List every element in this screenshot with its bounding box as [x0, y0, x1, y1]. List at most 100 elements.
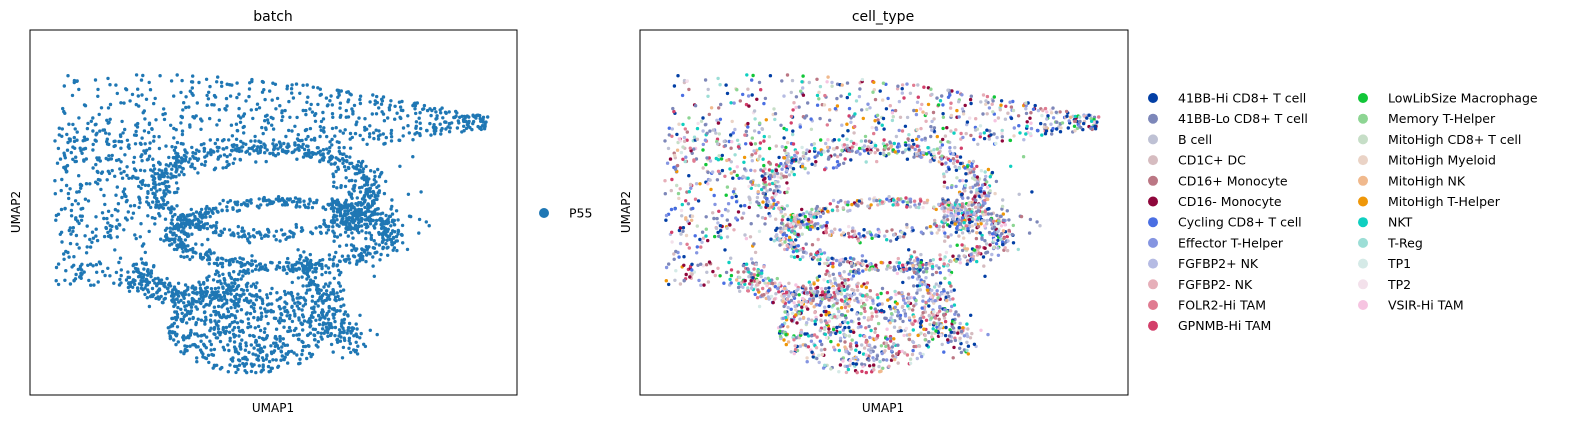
scatter-point [369, 236, 373, 240]
scatter-point [343, 259, 348, 263]
scatter-point [965, 120, 970, 124]
scatter-point [241, 257, 245, 261]
scatter-point [715, 118, 719, 123]
scatter-point [368, 222, 373, 226]
scatter-point [729, 146, 733, 150]
scatter-point [935, 134, 939, 139]
scatter-point [256, 145, 260, 149]
scatter-point [363, 128, 367, 132]
scatter-point [673, 153, 677, 158]
scatter-point [343, 184, 348, 189]
scatter-point [108, 274, 112, 278]
scatter-point [737, 176, 741, 180]
scatter-point [766, 172, 770, 176]
scatter-point [377, 189, 382, 193]
scatter-point [125, 138, 130, 142]
scatter-point [978, 132, 983, 136]
scatter-point [304, 112, 308, 117]
scatter-point [259, 203, 263, 207]
scatter-point [172, 294, 176, 298]
scatter-point [218, 202, 222, 206]
scatter-point [210, 297, 214, 301]
scatter-point [217, 118, 221, 123]
scatter-point [74, 272, 78, 277]
scatter-point [297, 333, 301, 337]
scatter-point [343, 230, 348, 234]
scatter-point [667, 262, 671, 266]
scatter-point [941, 225, 946, 229]
scatter-point [182, 172, 186, 177]
scatter-point [299, 255, 303, 259]
scatter-point [336, 200, 341, 204]
scatter-point [65, 148, 70, 152]
scatter-point [172, 247, 177, 252]
scatter-point [762, 134, 766, 139]
scatter-point [359, 164, 363, 168]
scatter-point [172, 207, 176, 211]
scatter-point [369, 219, 374, 223]
scatter-point [175, 243, 179, 248]
scatter-point [366, 251, 370, 255]
scatter-point [959, 131, 963, 136]
scatter-point [348, 146, 353, 150]
scatter-point [888, 140, 892, 144]
scatter-point [381, 245, 385, 250]
scatter-point [152, 167, 157, 171]
scatter-point [314, 226, 318, 230]
scatter-point [856, 239, 861, 243]
scatter-point [695, 126, 700, 131]
scatter-point [231, 161, 235, 165]
scatter-point [390, 242, 394, 247]
scatter-point [362, 211, 366, 216]
scatter-point [228, 94, 233, 98]
scatter-point [216, 304, 221, 309]
scatter-point [982, 131, 986, 135]
scatter-point [254, 298, 259, 302]
scatter-point [890, 118, 895, 123]
scatter-point [301, 83, 305, 88]
scatter-point [108, 229, 113, 233]
scatter-point [757, 183, 761, 188]
scatter-point [91, 166, 95, 170]
scatter-point [302, 147, 307, 152]
scatter-point [760, 187, 764, 192]
scatter-point [301, 284, 305, 288]
scatter-point [304, 271, 308, 275]
scatter-point [932, 222, 937, 226]
scatter-point [864, 160, 868, 164]
scatter-point [667, 133, 671, 137]
scatter-point [104, 226, 109, 231]
scatter-point [678, 241, 683, 246]
scatter-point [940, 162, 944, 166]
scatter-point [124, 200, 129, 204]
scatter-point [780, 79, 784, 83]
scatter-point [249, 305, 254, 309]
scatter-point [729, 256, 733, 260]
scatter-point [738, 99, 742, 103]
scatter-point [896, 149, 901, 153]
scatter-point [335, 338, 339, 342]
scatter-point [818, 116, 822, 121]
scatter-point [120, 176, 125, 180]
scatter-point [467, 119, 471, 124]
scatter-point [250, 294, 255, 298]
scatter-point [354, 340, 358, 344]
scatter-point [205, 285, 209, 290]
scatter-point [760, 127, 765, 131]
scatter-point [229, 276, 234, 281]
scatter-point [865, 231, 870, 235]
scatter-point [347, 346, 351, 350]
scatter-point [229, 287, 233, 291]
scatter-point [209, 313, 213, 317]
scatter-point [95, 156, 99, 160]
scatter-point [202, 290, 206, 294]
scatter-point [266, 227, 270, 232]
scatter-point [321, 152, 325, 156]
scatter-point [343, 338, 347, 343]
scatter-point [919, 126, 923, 131]
scatter-point [122, 187, 127, 191]
scatter-point [326, 103, 330, 107]
scatter-point [293, 267, 298, 271]
scatter-point [252, 306, 256, 311]
scatter-point [338, 158, 342, 163]
